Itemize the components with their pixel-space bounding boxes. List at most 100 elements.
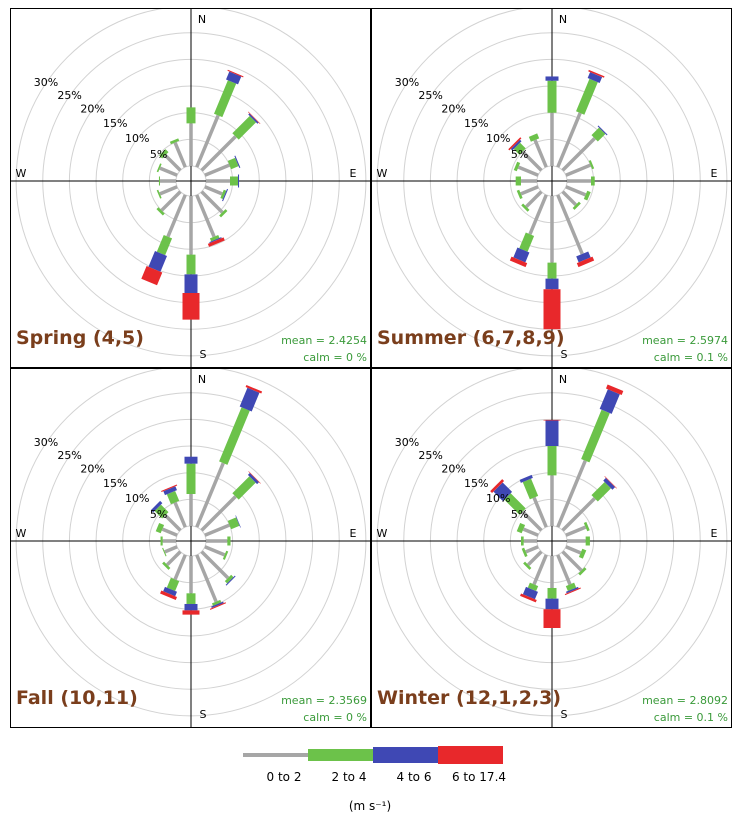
compass-w: W — [377, 527, 388, 540]
petal-se-bin-1 — [561, 190, 578, 207]
petal-wsw-bin-1 — [164, 545, 178, 554]
petal-sse-bin-1 — [556, 554, 572, 586]
calm-text: calm = 0 % — [303, 711, 367, 724]
petal-nw-bin-1 — [521, 510, 543, 532]
petal-se-bin-3 — [225, 575, 236, 586]
petal-ssw-bin-3 — [513, 247, 530, 263]
petal-se-bin-2 — [578, 567, 587, 576]
petal-nw-bin-2 — [513, 142, 526, 155]
petal-sse-bin-4 — [576, 256, 595, 268]
petal-ssw-bin-4 — [141, 265, 163, 286]
petal-nne-bin-3 — [239, 387, 260, 412]
legend-label-4: 6 to 17.4 — [452, 770, 506, 784]
compass-w: W — [377, 167, 388, 180]
petal-ne-bin-2 — [591, 127, 606, 142]
petal-ssw-bin-4 — [509, 256, 528, 268]
petal-wsw-bin-1 — [159, 185, 178, 196]
petal-se-bin-2 — [572, 201, 581, 210]
petal-nnw-bin-1 — [532, 496, 548, 528]
petal-ne-bin-3 — [248, 113, 259, 124]
petal-sw-bin-1 — [525, 190, 543, 208]
petal-nw-bin-1 — [164, 154, 182, 172]
petal-ese-bin-1 — [565, 545, 582, 555]
compass-n: N — [198, 13, 206, 26]
petal-sse-bin-1 — [556, 194, 584, 255]
petal-ene-bin-1 — [565, 525, 587, 537]
petal-ese-bin-2 — [220, 189, 227, 200]
petal-nw-bin-3 — [510, 139, 522, 151]
petal-sw-bin-1 — [526, 550, 543, 567]
ring-label-15: 15% — [464, 117, 488, 130]
petal-ese-bin-2 — [222, 550, 229, 560]
petal-nne-bin-1 — [556, 459, 587, 528]
petal-ene-bin-1 — [565, 163, 592, 177]
ring-label-25: 25% — [57, 449, 81, 462]
petal-sw-bin-2 — [162, 561, 171, 570]
calm-text: calm = 0.1 % — [654, 711, 728, 724]
petal-ese-bin-2 — [578, 548, 587, 559]
mean-text: mean = 2.8092 — [642, 694, 728, 707]
legend-unit-label: (m s⁻¹) — [349, 799, 391, 813]
petal-ssw-bin-3 — [148, 250, 167, 272]
petal-ne-bin-3 — [247, 473, 259, 485]
ring-label-15: 15% — [464, 477, 488, 490]
petal-nnw-bin-1 — [173, 141, 187, 168]
petal-ssw-bin-3 — [163, 586, 177, 597]
ring-label-30: 30% — [34, 436, 58, 449]
calm-text: calm = 0.1 % — [654, 351, 728, 364]
petal-nw-bin-2 — [159, 149, 169, 159]
legend-label-3: 4 to 6 — [397, 770, 432, 784]
ring-label-30: 30% — [34, 76, 58, 89]
petal-nnw-bin-1 — [173, 501, 187, 528]
petal-ne-bin-3 — [597, 125, 608, 136]
compass-s: S — [561, 708, 568, 721]
petal-nnw-bin-2 — [169, 138, 180, 145]
ring-label-20: 20% — [441, 103, 465, 116]
petal-ene-bin-1 — [204, 523, 231, 537]
petal-se-bin-2 — [224, 574, 234, 584]
petal-sw-bin-1 — [165, 550, 182, 567]
petal-nne-bin-4 — [605, 384, 624, 395]
compass-e: E — [350, 527, 357, 540]
ring-label-20: 20% — [441, 463, 465, 476]
ring-label-20: 20% — [80, 463, 104, 476]
petal-nnw-bin-3 — [519, 474, 533, 483]
legend-label-1: 0 to 2 — [267, 770, 302, 784]
panel-plot-area: 5%10% 15%20%25%30% N S E W — [371, 368, 732, 728]
petal-nw-bin-4 — [508, 137, 522, 151]
petal-wsw-bin-2 — [156, 189, 162, 199]
compass-w: W — [16, 527, 27, 540]
petal-ssw-bin-1 — [528, 194, 548, 235]
petal-wnw-bin-2 — [516, 522, 526, 534]
ring-label-10: 10% — [125, 132, 149, 145]
petal-wnw-bin-2 — [155, 522, 165, 534]
ring-label-30: 30% — [395, 436, 419, 449]
petal-sw-bin-1 — [160, 190, 182, 212]
petal-nne-bin-2 — [576, 78, 598, 115]
petal-nne-bin-2 — [581, 409, 610, 463]
compass-e: E — [350, 167, 357, 180]
panel-border — [10, 368, 371, 728]
petal-ssw-bin-1 — [166, 194, 187, 238]
petal-nne-bin-4 — [245, 385, 263, 394]
petal-nne-bin-3 — [599, 389, 620, 414]
petal-ese-bin-2 — [583, 190, 591, 201]
ring-label-25: 25% — [57, 89, 81, 102]
petal-se-bin-1 — [200, 550, 230, 580]
panel-title: Spring (4,5) — [16, 327, 144, 349]
petal-nnw-bin-2 — [522, 478, 539, 500]
compass-e: E — [711, 527, 718, 540]
ring-label-15: 15% — [103, 477, 127, 490]
petal-ne-bin-1 — [561, 497, 596, 532]
petal-nne-bin-3 — [587, 72, 603, 83]
petal-nw-bin-2 — [504, 493, 526, 515]
petal-nne-bin-1 — [195, 462, 225, 528]
petal-nw-bin-1 — [164, 514, 182, 532]
ring-label-25: 25% — [418, 89, 442, 102]
petal-ssw-bin-4 — [160, 590, 177, 600]
petal-nw-bin-2 — [154, 504, 169, 519]
ring-label-10: 10% — [125, 492, 149, 505]
petal-ssw-bin-3 — [522, 586, 538, 600]
legend-labels: 0 to 2 2 to 4 4 to 6 6 to 17.4 — [267, 770, 506, 784]
